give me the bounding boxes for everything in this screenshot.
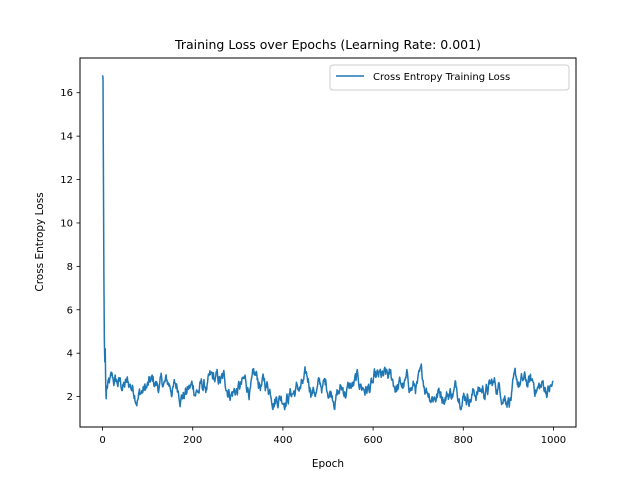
y-tick-label: 10 — [60, 218, 73, 229]
legend-box — [329, 64, 570, 91]
legend: Cross Entropy Training Loss — [329, 64, 570, 91]
y-axis-label: Cross Entropy Loss — [34, 192, 46, 291]
legend-label: Cross Entropy Training Loss — [373, 72, 510, 83]
x-tick-label: 0 — [99, 435, 105, 446]
y-axis: 2 4 6 8 10 12 14 16 — [60, 88, 80, 403]
x-tick-label: 800 — [454, 435, 473, 446]
series-line-cross-entropy-training-loss — [101, 75, 554, 411]
y-tick-label: 16 — [60, 88, 73, 99]
x-tick-label: 200 — [183, 435, 202, 446]
x-tick-label: 400 — [273, 435, 292, 446]
x-axis: 0 200 400 600 800 1000 — [99, 427, 566, 446]
x-tick-label: 600 — [364, 435, 383, 446]
x-tick-label: 1000 — [541, 435, 566, 446]
plot-area — [101, 75, 554, 411]
axes-frame — [79, 57, 577, 428]
y-tick-label: 6 — [67, 305, 73, 316]
x-axis-label: Epoch — [312, 458, 344, 470]
y-tick-label: 14 — [60, 132, 73, 143]
y-tick-label: 12 — [60, 175, 73, 186]
y-tick-label: 2 — [67, 392, 73, 403]
y-tick-label: 8 — [67, 262, 73, 273]
chart-title: Training Loss over Epochs (Learning Rate… — [174, 37, 481, 52]
y-tick-label: 4 — [67, 349, 73, 360]
